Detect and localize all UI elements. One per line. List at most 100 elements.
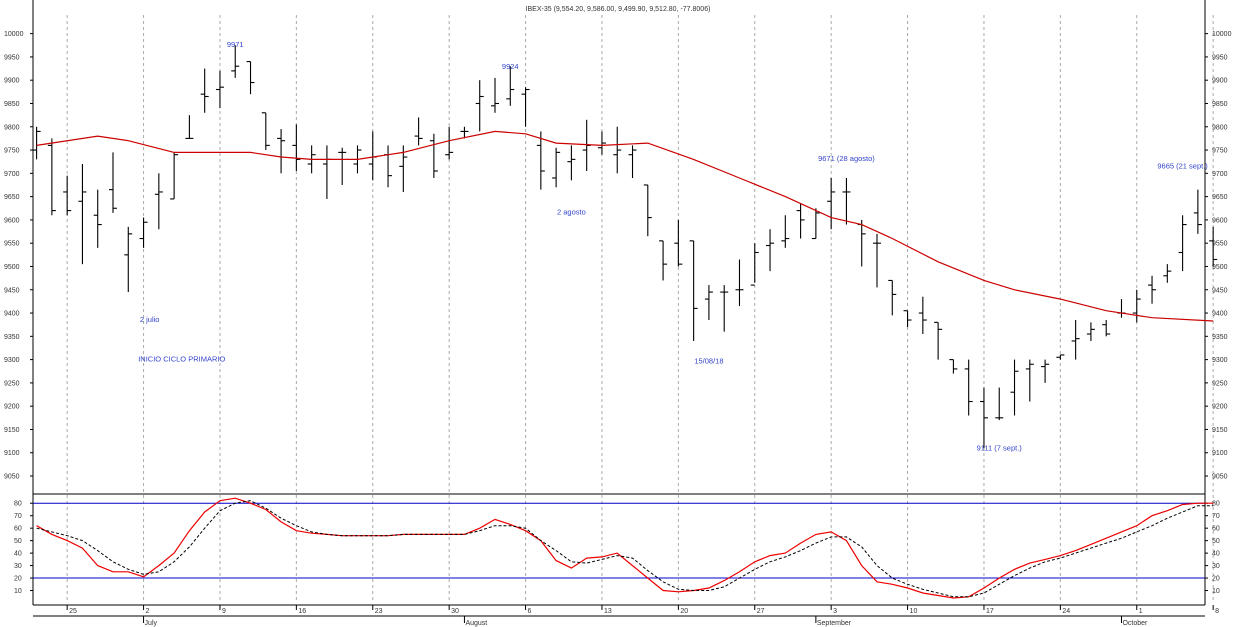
price-tick-label: 9600	[4, 217, 20, 224]
price-tick-label: 9300	[4, 357, 20, 364]
price-tick-label: 9300	[1212, 357, 1228, 364]
ohlc-bar	[1041, 359, 1050, 383]
day-tick-label: 2	[146, 608, 150, 615]
ohlc-bar	[1117, 299, 1126, 318]
ohlc-bar	[322, 145, 331, 199]
chart-frame	[32, 0, 1206, 606]
ohlc-bar	[47, 138, 56, 216]
osc-tick-label: 40	[14, 551, 22, 558]
price-annotation: 9665 (21 sept.)	[1157, 162, 1208, 171]
price-tick-label: 9350	[1212, 334, 1228, 341]
price-tick-label: 9600	[1212, 217, 1228, 224]
ohlc-bar	[536, 131, 545, 190]
price-tick-label: 9350	[4, 334, 20, 341]
price-tick-label: 9650	[4, 194, 20, 201]
price-tick-label: 9650	[1212, 194, 1228, 201]
ohlc-bar	[1209, 226, 1218, 267]
ohlc-bar	[964, 359, 973, 416]
price-annotation: 15/08/18	[694, 356, 723, 365]
osc-tick-label: 70	[1212, 513, 1220, 520]
ohlc-bar	[231, 45, 240, 78]
ohlc-bar	[521, 87, 530, 127]
ohlc-bar	[918, 296, 927, 334]
ohlc-bar	[750, 243, 759, 286]
ohlc-bar	[995, 387, 1004, 421]
day-tick-label: 10	[910, 608, 918, 615]
ohlc-bar	[1010, 359, 1019, 416]
day-tick-label: 25	[69, 608, 77, 615]
price-annotation: 9111 (7 sept.)	[977, 443, 1023, 452]
ohlc-bar	[552, 147, 561, 188]
ohlc-bar	[628, 145, 637, 178]
time-axis: 25 2 9 16 23 30 6 13 20 27 3 10 17 24 1 8 July August Sept…	[33, 605, 1219, 627]
ohlc-bar	[491, 77, 499, 113]
ohlc-bar	[873, 233, 881, 288]
ohlc-bar	[277, 129, 286, 174]
osc-tick-label: 30	[1212, 563, 1220, 570]
ohlc-bar	[567, 145, 576, 181]
price-tick-label: 9750	[4, 148, 20, 155]
price-annotation: 9971	[227, 40, 244, 49]
ohlc-bar	[63, 175, 72, 216]
oscillator-signal-line	[36, 500, 1214, 598]
osc-tick-label: 50	[1212, 538, 1220, 545]
day-tick-label: 30	[451, 608, 459, 615]
ohlc-bar	[414, 117, 423, 146]
ohlc-bar	[139, 217, 148, 248]
ohlc-bar	[811, 208, 820, 240]
price-axis: 9050 9050 9100 9100 9150 9150 9200 9200 9250 9250…	[4, 31, 1232, 480]
ohlc-bars	[32, 45, 1218, 449]
month-tick-label: October	[1122, 620, 1148, 627]
price-tick-label: 9950	[4, 54, 20, 61]
ohlc-bar	[261, 112, 270, 151]
price-tick-label: 9050	[1212, 474, 1228, 481]
price-tick-label: 9400	[4, 311, 20, 318]
price-tick-label: 9150	[1212, 427, 1228, 434]
month-tick-label: August	[465, 620, 487, 627]
osc-tick-label: 10	[1212, 588, 1220, 595]
price-tick-label: 9200	[1212, 404, 1228, 411]
ohlc-bar	[903, 310, 912, 328]
ohlc-bar	[888, 279, 897, 316]
ohlc-bar	[109, 152, 117, 213]
ohlc-bar	[689, 240, 698, 341]
price-annotation: 2 julio	[140, 315, 160, 324]
ohlc-bar	[1148, 275, 1157, 304]
ohlc-bar	[674, 219, 683, 267]
day-tick-label: 23	[375, 608, 383, 615]
price-tick-label: 9250	[4, 380, 20, 387]
ohlc-bar	[384, 145, 393, 188]
ohlc-bar	[704, 285, 713, 321]
price-tick-label: 9550	[4, 241, 20, 248]
oscillator-axis: 10 10 20 20 30 30 40 40 50 50 60 60 70 70 80 80	[14, 501, 1220, 595]
ohlc-bar	[796, 203, 805, 239]
day-tick-label: 24	[1062, 608, 1070, 615]
osc-tick-label: 20	[14, 576, 22, 583]
price-tick-label: 9850	[4, 101, 20, 108]
price-tick-label: 9050	[4, 474, 20, 481]
day-tick-label: 20	[680, 608, 688, 615]
ohlc-bar	[170, 152, 179, 200]
osc-tick-label: 60	[1212, 526, 1220, 533]
moving-average-layer	[36, 130, 1214, 322]
ohlc-bar	[460, 126, 469, 139]
ohlc-bar	[582, 119, 591, 172]
price-tick-label: 9550	[1212, 241, 1228, 248]
ohlc-bar	[185, 115, 194, 139]
osc-tick-label: 80	[14, 501, 22, 508]
ohlc-bar	[246, 61, 255, 95]
price-tick-label: 9700	[1212, 171, 1228, 178]
ohlc-bar	[399, 145, 408, 192]
ohlc-bar	[338, 147, 347, 185]
price-tick-label: 9450	[4, 287, 20, 294]
ohlc-bar	[827, 177, 836, 230]
day-tick-label: 17	[986, 608, 994, 615]
price-tick-label: 9950	[1212, 54, 1228, 61]
ohlc-bar	[1086, 322, 1095, 341]
price-tick-label: 9800	[1212, 124, 1228, 131]
price-tick-label: 9450	[1212, 287, 1228, 294]
price-tick-label: 9500	[1212, 264, 1228, 271]
ohlc-bar	[215, 70, 224, 109]
